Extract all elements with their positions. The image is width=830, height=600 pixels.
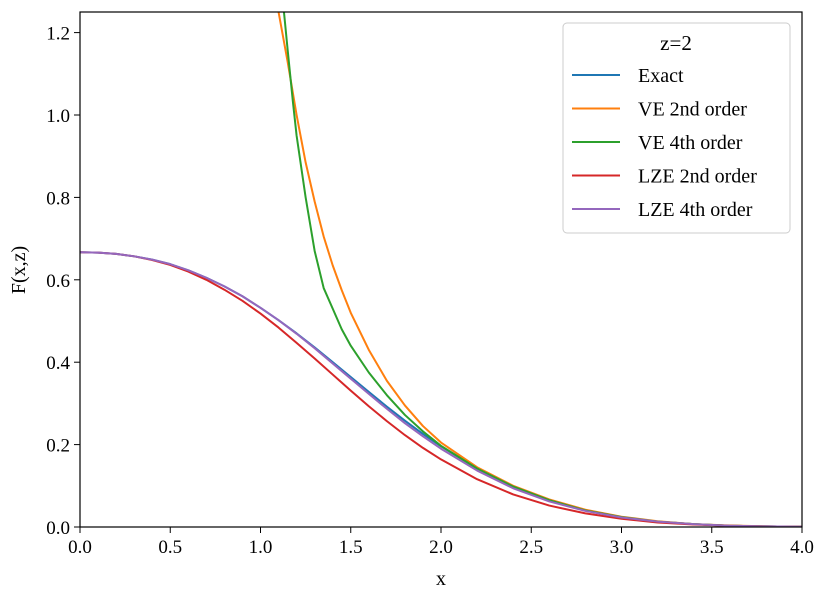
y-tick-label: 0.0 (46, 518, 70, 539)
legend-label-ve-4th-order: VE 4th order (638, 132, 743, 154)
x-tick-label: 0.5 (158, 537, 182, 558)
series-layer (80, 12, 802, 527)
y-tick-label: 1.2 (46, 24, 70, 45)
x-axis: 0.0 0.5 1.0 1.5 2.0 2.5 3.0 3.5 4.0 (68, 527, 814, 558)
legend-label-exact: Exact (638, 65, 684, 87)
legend-label-lze-4th-order: LZE 4th order (638, 199, 753, 221)
x-tick-label: 0.0 (68, 537, 92, 558)
x-tick-label: 1.0 (249, 537, 273, 558)
x-tick-label: 2.5 (519, 537, 543, 558)
y-tick-label: 0.4 (46, 353, 70, 374)
legend: z=2 Exact VE 2nd order VE 4th order LZE 2nd… (562, 22, 791, 234)
y-tick-label: 0.6 (46, 271, 70, 292)
y-tick-label: 1.0 (46, 106, 70, 127)
x-tick-label: 2.0 (429, 537, 453, 558)
y-axis: 0.0 0.2 0.4 0.6 0.8 1.0 1.2 (46, 24, 80, 539)
x-tick-label: 3.0 (610, 537, 634, 558)
legend-label-ve-2nd-order: VE 2nd order (638, 99, 747, 121)
legend-title: z=2 (660, 31, 692, 55)
legend-entries: Exact VE 2nd order VE 4th order LZE 2nd ord… (572, 65, 757, 221)
x-tick-label: 4.0 (790, 537, 814, 558)
y-tick-label: 0.8 (46, 188, 70, 209)
legend-label-lze-2nd-order: LZE 2nd order (638, 166, 757, 188)
x-tick-label: 1.5 (339, 537, 363, 558)
x-axis-label: x (436, 568, 446, 590)
y-tick-label: 0.2 (46, 436, 70, 457)
x-tick-label: 3.5 (700, 537, 724, 558)
series-line-lze-4th-order (80, 251, 802, 527)
y-axis-label: F(x,z) (8, 246, 30, 294)
